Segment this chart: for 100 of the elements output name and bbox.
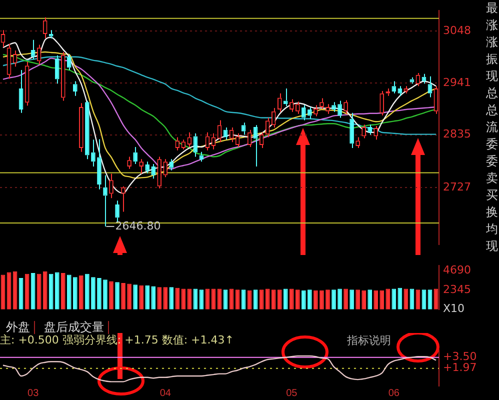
- candlestick: [73, 80, 78, 96]
- y-tick-label: 2835: [443, 128, 471, 141]
- candlestick: [187, 132, 192, 148]
- candlestick: [97, 138, 102, 190]
- bar: [79, 276, 84, 310]
- bar: [169, 287, 174, 310]
- bar: [290, 288, 294, 310]
- candlestick: [169, 158, 174, 171]
- candlestick: [60, 52, 66, 102]
- bar: [332, 290, 336, 310]
- bar: [103, 280, 108, 310]
- candlestick: [157, 156, 162, 189]
- candlestick: [91, 139, 96, 167]
- text: 盘后成交量: [40, 320, 109, 334]
- bar: [277, 290, 282, 310]
- bar: [175, 288, 180, 310]
- y-tick-label: +1.97: [443, 361, 477, 374]
- candlestick: [277, 92, 282, 112]
- x-tick-label: 04: [160, 388, 172, 399]
- bar: [151, 286, 156, 310]
- candlestick: [398, 86, 402, 96]
- candlestick: [66, 54, 72, 71]
- text: X10: [443, 302, 465, 315]
- candlestick: [302, 104, 306, 121]
- y-tick-label: 2345: [443, 282, 471, 296]
- annotation: 2646.80: [115, 219, 161, 232]
- bar: [344, 288, 348, 310]
- bar: [163, 287, 168, 310]
- bar: [127, 284, 132, 310]
- text: 涨: [486, 34, 499, 51]
- candlestick: [145, 161, 150, 174]
- text: 换: [486, 204, 499, 221]
- bar: [314, 290, 318, 310]
- bar: [308, 290, 312, 310]
- bar: [139, 285, 144, 310]
- candlestick: [380, 90, 384, 116]
- candlestick: [332, 102, 336, 112]
- candlestick: [290, 98, 294, 112]
- bar: [73, 277, 78, 310]
- candlestick: [374, 126, 378, 140]
- bar: [296, 290, 300, 310]
- bar: [392, 288, 396, 310]
- text: 涨: [486, 17, 499, 34]
- bar: [145, 285, 150, 310]
- y-tick-label: +3.50: [443, 350, 477, 364]
- text: 总: [486, 85, 499, 102]
- candlestick: [36, 44, 42, 65]
- bar: [121, 282, 126, 310]
- bar: [60, 273, 66, 310]
- bar: [398, 288, 402, 310]
- bar: [283, 288, 288, 310]
- x-tick-label: 03: [28, 388, 40, 399]
- text: 流: [486, 119, 499, 136]
- candlestick: [338, 100, 342, 118]
- bar: [133, 284, 138, 310]
- text: 现: [486, 238, 499, 255]
- text: 卖: [486, 170, 499, 187]
- candlestick: [79, 102, 84, 152]
- y-tick-label: 3048: [443, 24, 471, 37]
- bar: [109, 281, 114, 310]
- candlestick: [344, 100, 348, 114]
- candlestick: [151, 164, 156, 180]
- x-tick-label: 05: [286, 388, 298, 399]
- text: 买: [486, 187, 499, 204]
- bar: [85, 274, 90, 310]
- candlestick: [296, 101, 300, 114]
- bar: [97, 278, 102, 310]
- y-tick-label: 2941: [443, 76, 471, 90]
- candlestick: [85, 100, 90, 160]
- text: 委: [486, 153, 499, 170]
- candlestick: [283, 88, 288, 107]
- bar: [259, 290, 264, 310]
- candlestick: [326, 104, 330, 114]
- text: 外盘: [2, 320, 35, 334]
- bar: [326, 290, 330, 310]
- text: 总: [486, 102, 499, 119]
- bar: [54, 272, 60, 310]
- candlestick: [181, 139, 186, 150]
- candlestick: [259, 132, 264, 148]
- candlestick: [368, 124, 372, 136]
- x-tick-label: 06: [388, 388, 400, 399]
- bar: [338, 288, 342, 310]
- text: 现: [486, 68, 499, 85]
- y-tick-label: 4690: [443, 264, 471, 276]
- bar: [374, 290, 378, 310]
- candlestick: [103, 174, 108, 227]
- text: 均: [486, 221, 499, 238]
- candlestick: [133, 146, 138, 165]
- text: 振: [486, 51, 499, 68]
- text: 最: [486, 0, 499, 17]
- candlestick: [175, 136, 180, 151]
- bar: [48, 274, 54, 310]
- bar: [386, 288, 390, 310]
- bar: [320, 290, 324, 310]
- bar: [66, 274, 72, 310]
- bar: [350, 290, 354, 310]
- bar: [271, 290, 276, 310]
- candlestick: [308, 106, 312, 120]
- candlestick: [48, 30, 54, 39]
- candlestick: [163, 158, 168, 178]
